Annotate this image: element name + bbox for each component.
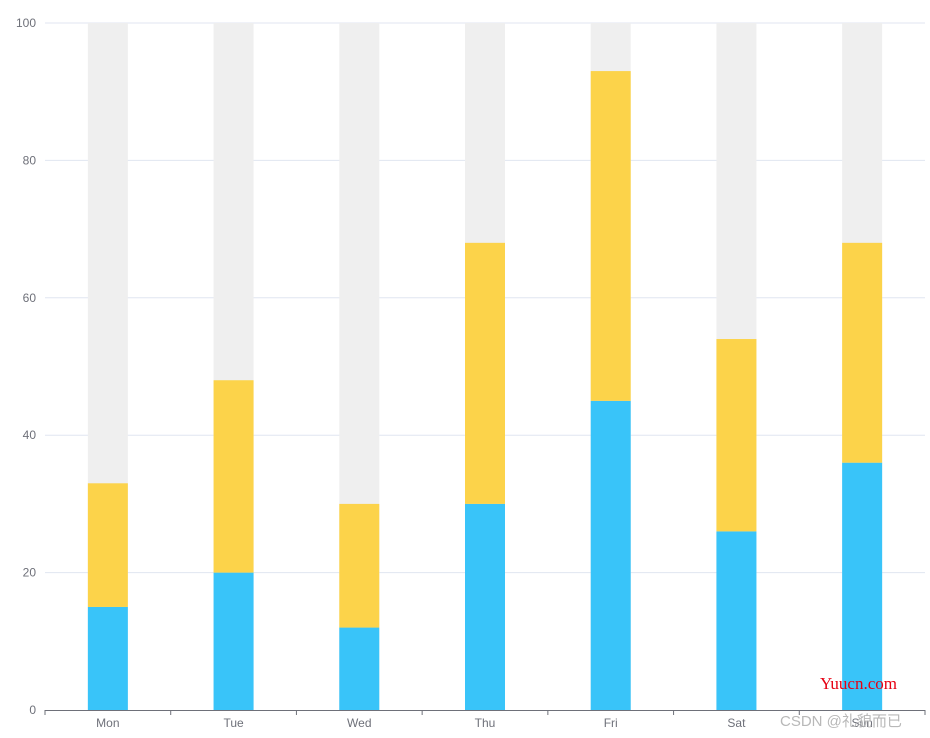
bar-series-1-sun: [842, 462, 883, 710]
bar-series-1-mon: [87, 606, 128, 710]
bar-series-1-tue: [213, 572, 254, 710]
bar-series-2-sat: [716, 339, 757, 532]
y-tick-label: 20: [23, 566, 37, 580]
y-tick-label: 40: [23, 428, 37, 442]
bar-series-2-tue: [213, 380, 254, 573]
bar-series-2-wed: [339, 503, 380, 628]
y-tick-label: 60: [23, 291, 37, 305]
y-tick-label: 80: [23, 153, 37, 167]
bar-series-2-thu: [465, 242, 505, 504]
bar-series-2-mon: [87, 483, 128, 607]
bar-series-1-sat: [716, 531, 757, 710]
bar-series-2-fri: [590, 71, 631, 401]
x-tick-label: Thu: [475, 716, 496, 730]
x-axis: Mon Tue Wed Thu Fri Sat Sun: [44, 710, 926, 730]
x-tick-label: Tue: [223, 716, 244, 730]
x-tick-label: Wed: [347, 716, 371, 730]
y-tick-label: 100: [16, 16, 36, 30]
bar-series-1-fri: [590, 400, 631, 710]
watermark-csdn: CSDN @礼貌而已: [780, 713, 902, 730]
x-tick-label: Mon: [96, 716, 119, 730]
x-tick-label: Sun: [851, 716, 872, 730]
x-tick-label: Fri: [604, 716, 618, 730]
y-axis-tick-labels: 0 20 40 60 80 100: [16, 16, 36, 717]
x-tick-label: Sat: [727, 716, 746, 730]
y-tick-label: 0: [29, 703, 36, 717]
bar-series-1-thu: [465, 503, 505, 710]
bar-series-2-sun: [842, 242, 883, 463]
watermark-yuucn: Yuucn.com: [820, 674, 897, 693]
bars: [87, 23, 883, 710]
bar-series-1-wed: [339, 627, 380, 710]
